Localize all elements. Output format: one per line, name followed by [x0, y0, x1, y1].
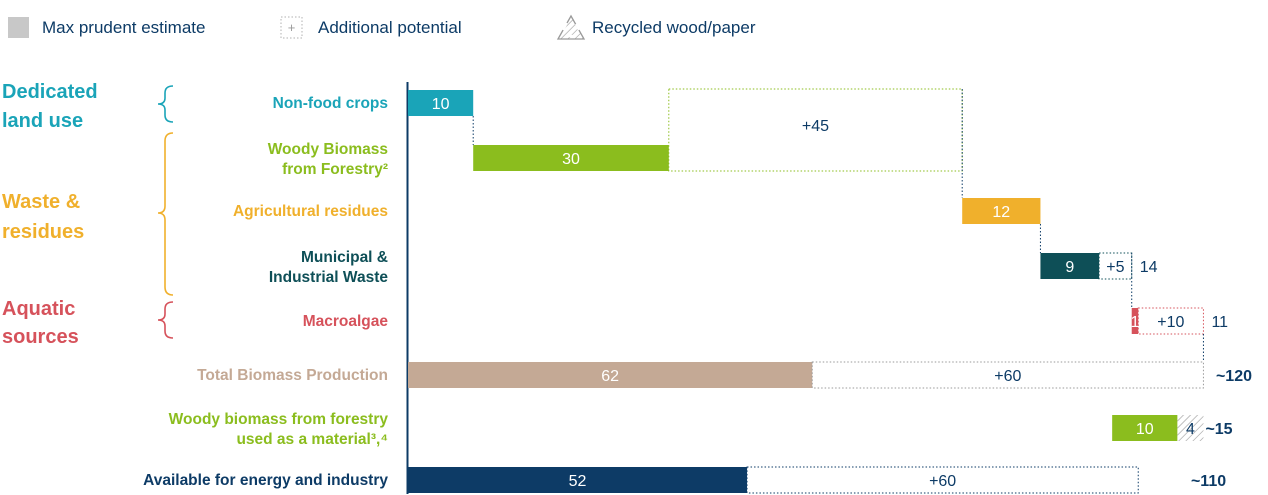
brace-aquatic: [157, 301, 174, 339]
recycle-icon: [556, 14, 586, 40]
legend-max-prudent-swatch: [8, 17, 29, 38]
group-label-aquatic: Aquatic sources: [2, 298, 81, 348]
group-label-dedicated-line2: land use: [2, 110, 83, 132]
bar-recycled: [1177, 415, 1204, 441]
legend-additional-swatch: [280, 16, 303, 39]
bar-end-label: 11: [1211, 314, 1228, 331]
category-label: Municipal & Industrial Waste: [269, 249, 389, 286]
bar-additional-potential: [668, 88, 963, 172]
group-aquatic-sources: Aquatic sources: [2, 298, 174, 348]
bar-additional-potential: [1137, 307, 1204, 335]
bar-max-prudent: [1040, 253, 1100, 279]
group-label-aquatic-line2: sources: [2, 326, 79, 348]
bar-additional-label: +60: [994, 368, 1021, 385]
bar-value-label: 62: [601, 368, 619, 385]
bar-end-label: 14: [1140, 259, 1158, 276]
category-label: Macroalgae: [303, 313, 389, 330]
group-label-waste-line2: residues: [2, 221, 84, 243]
bar-value-label: 12: [992, 204, 1010, 221]
bar-max-prudent: [1112, 415, 1178, 441]
bar-value-label: 30: [562, 151, 580, 168]
bar-max-prudent: [473, 145, 669, 171]
group-label-aquatic-line1: Aquatic: [2, 298, 75, 320]
bar-end-label: ~15: [1205, 421, 1232, 438]
brace-waste: [157, 132, 174, 296]
group-label-waste-line1: Waste &: [2, 191, 80, 213]
bar-value-label: 1: [1131, 314, 1140, 331]
bar-additional-label: +45: [802, 118, 829, 135]
bar-additional-label: +5: [1106, 259, 1124, 276]
category-label-line: Macroalgae: [303, 313, 389, 330]
brace-dedicated: [157, 85, 174, 123]
bar-additional-potential: [1098, 252, 1133, 280]
category-label-line: from Forestry²: [282, 161, 388, 178]
group-label-dedicated-line1: Dedicated: [2, 81, 98, 103]
category-label-line: Municipal &: [301, 249, 388, 266]
category-label: Woody biomass from forestry used as a mat…: [169, 411, 389, 448]
group-label-dedicated: Dedicated land use: [2, 81, 103, 132]
legend-additional-label: Additional potential: [318, 18, 462, 37]
bar-end-label: ~120: [1216, 368, 1252, 385]
bar-value-label: 52: [569, 473, 587, 490]
category-label-line: Non-food crops: [273, 95, 388, 112]
category-label-line: Total Biomass Production: [197, 367, 388, 384]
category-label-line: used as a material³,⁴: [236, 431, 388, 448]
bar-max-prudent: [962, 198, 1041, 224]
bar-additional-label: +60: [929, 473, 956, 490]
bar-value-label: 10: [1136, 421, 1154, 438]
bar-max-prudent: [408, 362, 813, 388]
bar-recycled-label: 4: [1186, 421, 1195, 438]
bar-value-label: 9: [1065, 259, 1074, 276]
category-label: Total Biomass Production: [197, 367, 388, 384]
category-label: Non-food crops: [273, 95, 388, 112]
group-waste-residues: Waste & residues: [2, 132, 174, 296]
legend-max-prudent-label: Max prudent estimate: [42, 18, 205, 37]
group-dedicated-land-use: Dedicated land use: [2, 81, 174, 132]
category-label-line: Industrial Waste: [269, 269, 389, 286]
legend: Max prudent estimate + Additional potent…: [8, 14, 756, 40]
category-label: Woody Biomass from Forestry²: [268, 141, 388, 178]
bar-additional-potential: [746, 466, 1139, 494]
category-label: Agricultural residues: [233, 203, 388, 220]
bar-value-label: 10: [432, 96, 450, 113]
bar-additional-label: +10: [1157, 314, 1184, 331]
category-label-line: Woody biomass from forestry: [169, 411, 389, 428]
bar-max-prudent: [408, 467, 748, 493]
bar-end-label: ~110: [1191, 473, 1226, 490]
group-label-waste: Waste & residues: [2, 191, 86, 243]
bar-additional-potential: [811, 361, 1204, 389]
category-label-line: Agricultural residues: [233, 203, 388, 220]
category-label: Available for energy and industry: [143, 472, 388, 489]
chart-marks: Non-food crops 10 Woody Biomass from Forest…: [143, 88, 1252, 494]
legend-recycled-label: Recycled wood/paper: [592, 18, 756, 37]
category-label-line: Woody Biomass: [268, 141, 388, 158]
bar-max-prudent: [408, 90, 474, 116]
category-label-line: Available for energy and industry: [143, 472, 388, 489]
legend-additional-plus: +: [288, 20, 296, 35]
bar-max-prudent: [1131, 308, 1139, 334]
